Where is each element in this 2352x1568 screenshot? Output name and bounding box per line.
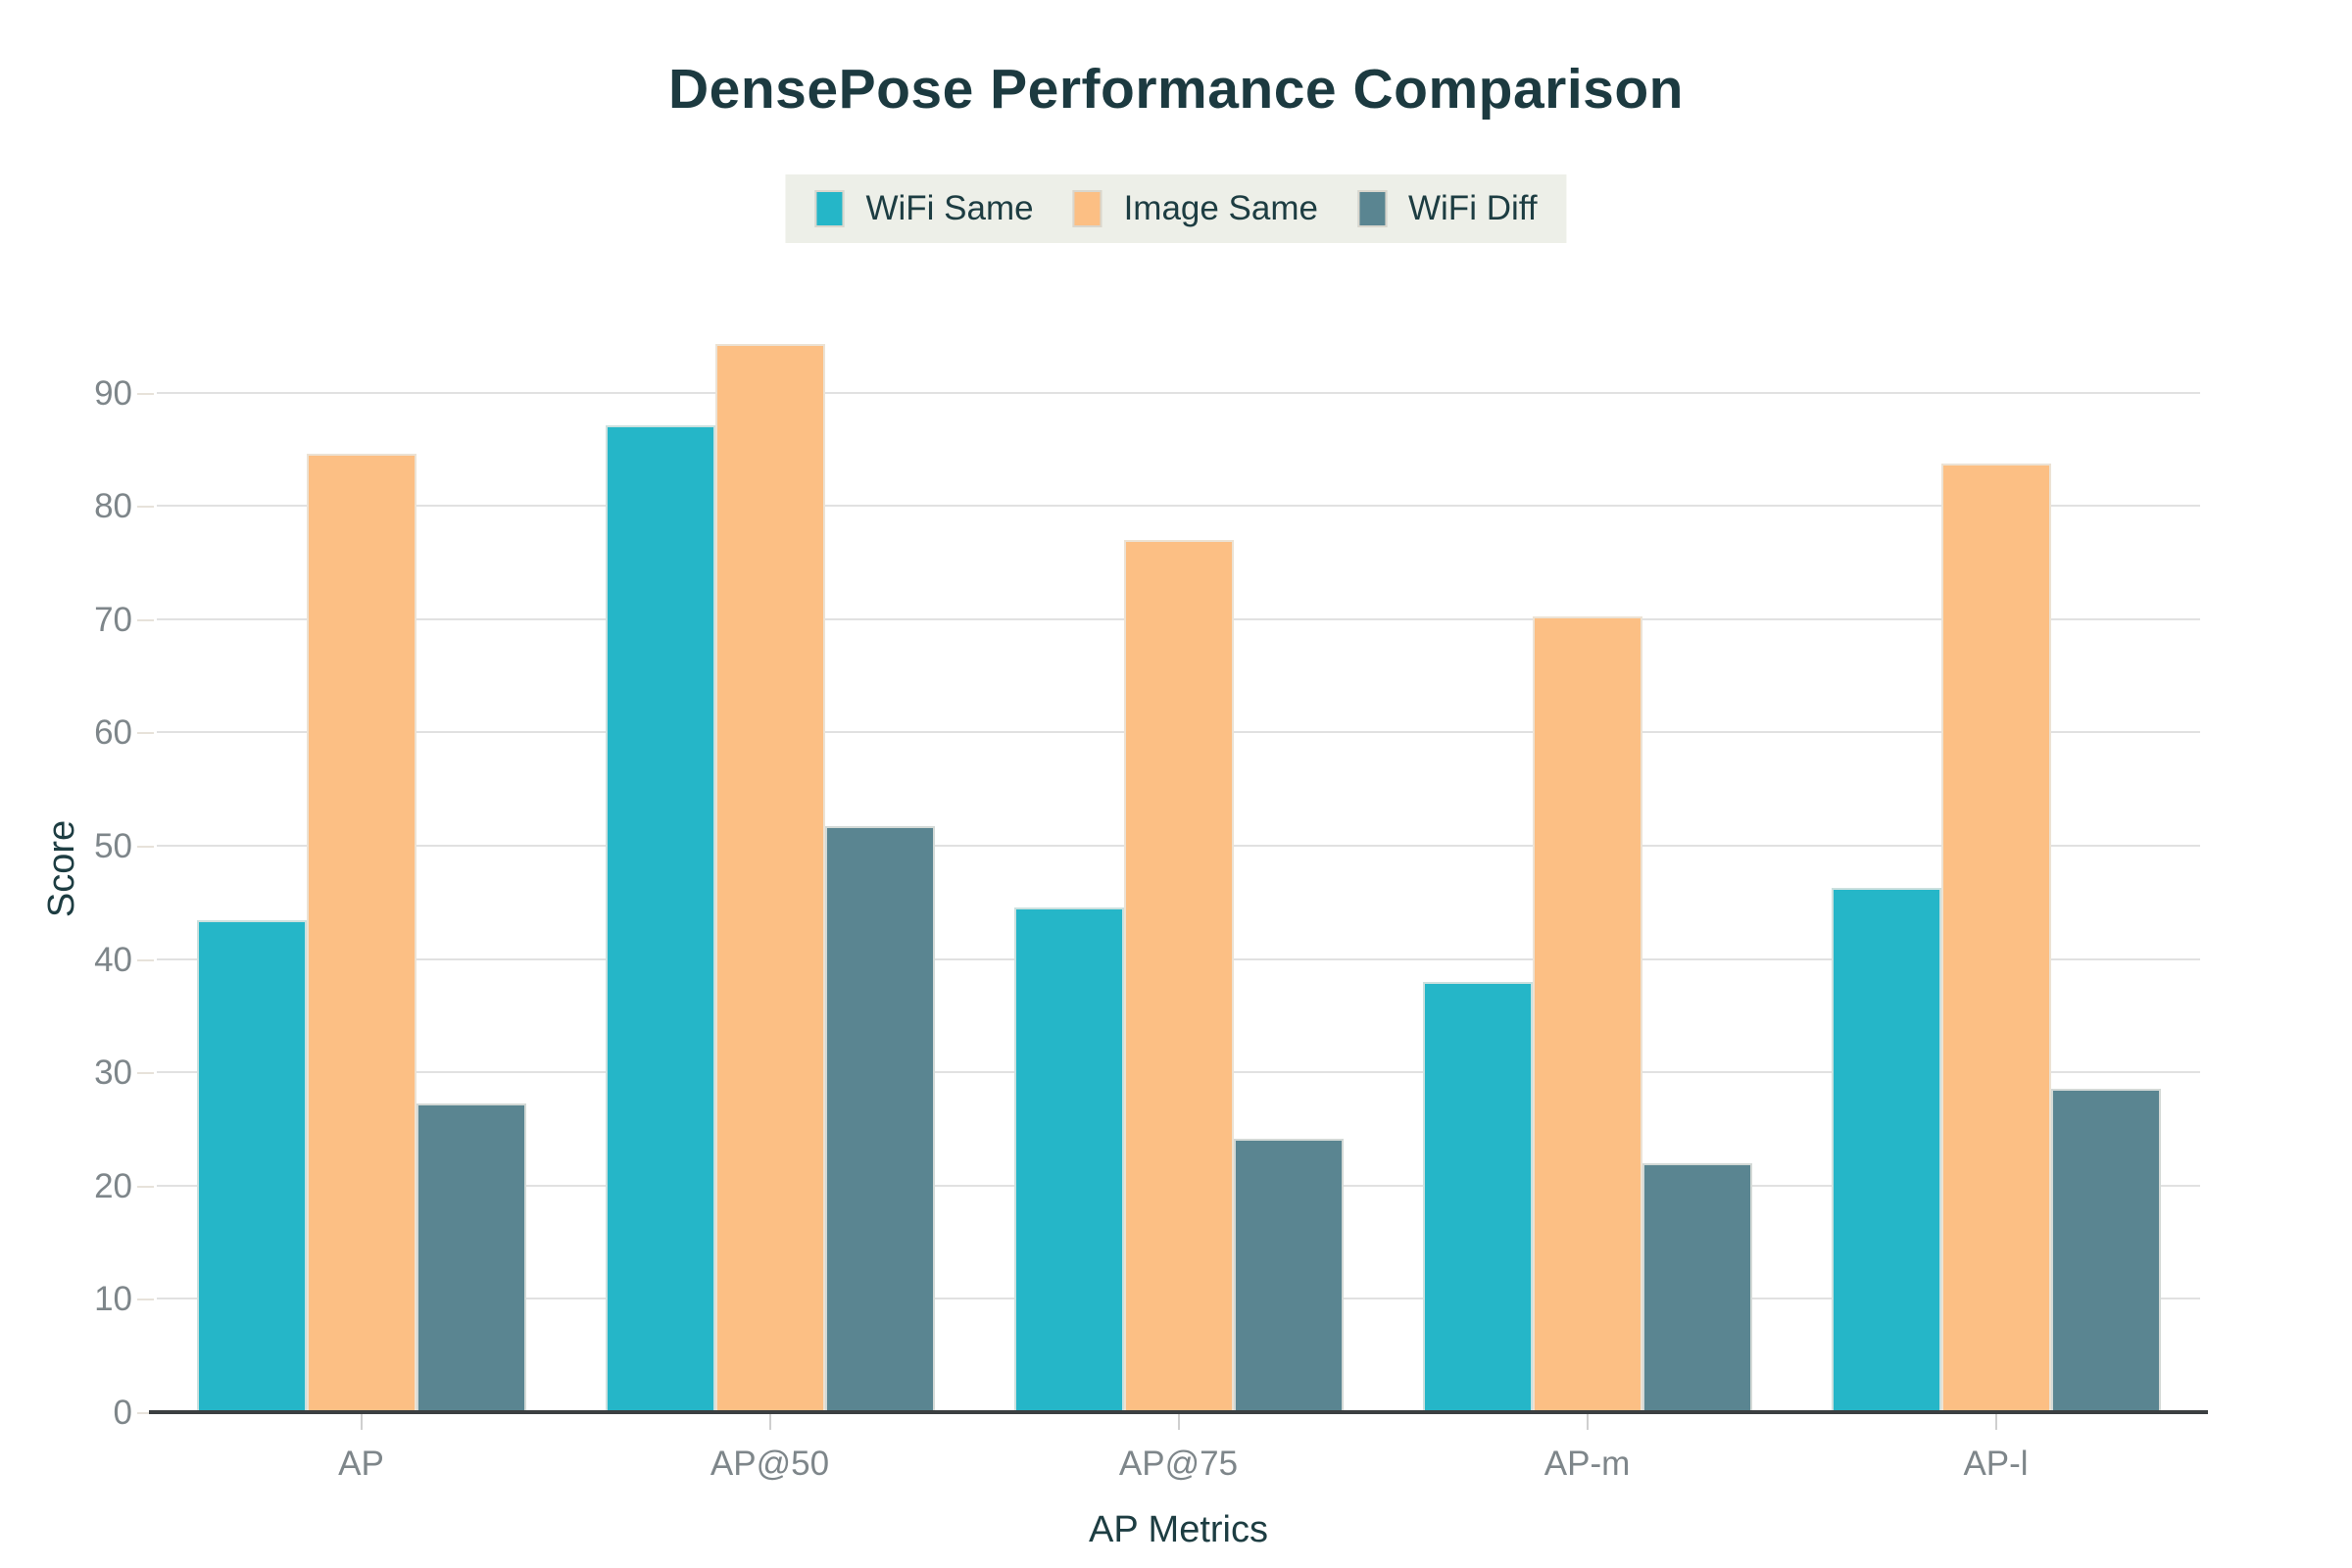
y-tick-mark [137, 506, 154, 509]
y-tick-mark [137, 1072, 154, 1075]
y-tick-label: 10 [94, 1280, 132, 1319]
y-tick-label: 0 [113, 1394, 132, 1432]
bar [1831, 887, 1941, 1413]
bar-group: AP [157, 280, 565, 1483]
x-tick-label: AP-l [1963, 1445, 2029, 1483]
x-tick-label: AP [338, 1445, 384, 1483]
bar [824, 826, 935, 1413]
bar [1642, 1162, 1752, 1413]
y-tick-mark [137, 732, 154, 735]
legend-label: WiFi Diff [1408, 189, 1538, 227]
bar [196, 920, 307, 1413]
bar [1013, 907, 1124, 1413]
x-axis-line [149, 1410, 2208, 1414]
bar-groups-container: AP AP@50 AP@75 AP-m AP-l [157, 280, 2200, 1483]
bar [416, 1103, 526, 1413]
y-tick-mark [137, 958, 154, 961]
y-tick-mark [137, 846, 154, 848]
legend-swatch [814, 190, 845, 227]
bar [1233, 1139, 1344, 1413]
chart-title: DensePose Performance Comparison [667, 58, 1685, 121]
y-tick-label: 20 [94, 1166, 132, 1205]
bar-group: AP-m [1383, 280, 1791, 1483]
bar [2050, 1089, 2161, 1413]
x-tick-label: AP@75 [1118, 1445, 1239, 1483]
y-tick-label: 50 [94, 827, 132, 865]
gridline [157, 391, 2200, 394]
bar-group: AP@75 [974, 280, 1383, 1483]
bar [1940, 464, 2051, 1413]
bar [605, 424, 715, 1413]
y-tick-mark [137, 1185, 154, 1188]
y-tick-mark [137, 1412, 154, 1414]
legend-label: Image Same [1123, 189, 1318, 227]
legend-item: WiFi Same [814, 189, 1034, 228]
bar-group: AP-l [1791, 280, 2200, 1483]
x-tick-mark [360, 1413, 363, 1430]
bar [714, 343, 825, 1413]
bar [1422, 981, 1533, 1413]
legend-item: WiFi Diff [1357, 189, 1538, 228]
y-tick-label: 30 [94, 1054, 132, 1093]
legend-item: Image Same [1072, 189, 1318, 228]
bar-group: AP@50 [565, 280, 974, 1483]
bar [1532, 616, 1642, 1413]
legend-swatch [1072, 190, 1102, 227]
y-tick-label: 90 [94, 373, 132, 413]
x-tick-mark [768, 1413, 771, 1430]
x-tick-label: AP-m [1544, 1445, 1631, 1483]
x-tick-mark [1177, 1413, 1180, 1430]
legend-label: WiFi Same [865, 189, 1034, 227]
y-tick-mark [137, 618, 154, 621]
gridline [157, 505, 2200, 508]
bar [1123, 539, 1234, 1413]
x-tick-label: AP@50 [710, 1445, 830, 1483]
x-axis-title: AP Metrics [1088, 1509, 1268, 1550]
bar [306, 453, 416, 1413]
legend-swatch [1357, 190, 1387, 227]
y-tick-mark [137, 392, 154, 395]
y-tick-label: 60 [94, 713, 132, 753]
y-tick-mark [137, 1298, 154, 1301]
x-tick-mark [1586, 1413, 1589, 1430]
y-axis-title: Score [41, 819, 83, 918]
x-tick-mark [1994, 1413, 1997, 1430]
plot-area: AP AP@50 AP@75 AP-m AP-l 0 10 20 30 40 50 60 70 80 90 [94, 280, 2208, 1483]
y-tick-label: 70 [94, 600, 132, 639]
y-tick-label: 80 [94, 487, 132, 526]
y-tick-label: 40 [94, 940, 132, 979]
legend: WiFi Same Image Same WiFi Diff [785, 174, 1567, 243]
